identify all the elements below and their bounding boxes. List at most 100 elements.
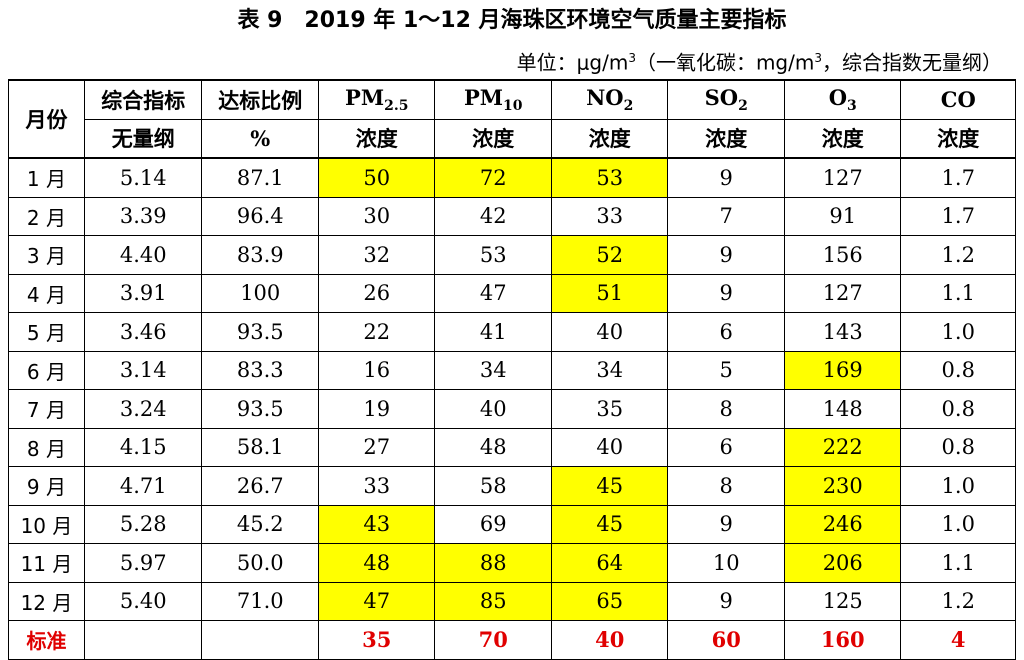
cell-index: 5.97 bbox=[83, 543, 203, 583]
cell-no2: 65 bbox=[550, 581, 669, 621]
table-title: 表 9 2019 年 1～12 月海珠区环境空气质量主要指标 bbox=[237, 8, 787, 33]
cell-ratio: 93.5 bbox=[201, 389, 319, 429]
header-so2-base: SO bbox=[704, 85, 739, 111]
cell-index: 4.71 bbox=[83, 466, 203, 506]
cell-co: 1.1 bbox=[900, 543, 1016, 583]
header-month: 月份 bbox=[8, 79, 85, 159]
cell-index: 3.24 bbox=[83, 389, 203, 429]
cell-no2: 51 bbox=[550, 273, 669, 313]
header-pm10: PM10 bbox=[434, 79, 552, 120]
cell-ratio: 58.1 bbox=[201, 427, 319, 467]
cell-pm25: 33 bbox=[317, 466, 436, 506]
cell-pm25: 48 bbox=[317, 543, 436, 583]
cell-pm10: 88 bbox=[434, 543, 552, 583]
cell-pm25: 27 bbox=[317, 427, 436, 467]
cell-index: 3.14 bbox=[83, 350, 203, 390]
cell-co: 1.0 bbox=[900, 504, 1016, 544]
cell-no2: 35 bbox=[550, 389, 669, 429]
cell-month: 12 月 bbox=[8, 581, 85, 621]
table-row: 11 月 5.97 50.0 48 88 64 10 206 1.1 bbox=[8, 543, 1016, 583]
cell-so2: 9 bbox=[667, 157, 785, 198]
cell-month: 1 月 bbox=[8, 157, 85, 198]
cell-so2: 8 bbox=[667, 389, 785, 429]
table-row: 7 月 3.24 93.5 19 40 35 8 148 0.8 bbox=[8, 389, 1016, 429]
cell-no2: 64 bbox=[550, 543, 669, 583]
cell-pm10: 85 bbox=[434, 581, 552, 621]
cell-so2: 9 bbox=[667, 504, 785, 544]
cell-pm10: 34 bbox=[434, 350, 552, 390]
cell-so2: 10 bbox=[667, 543, 785, 583]
cell-co: 1.0 bbox=[900, 466, 1016, 506]
cell-month: 2 月 bbox=[8, 196, 85, 236]
cell-pm25: 50 bbox=[317, 157, 436, 198]
cell-pm10: 47 bbox=[434, 273, 552, 313]
cell-o3: 148 bbox=[783, 389, 902, 429]
cell-co: 1.2 bbox=[900, 235, 1016, 275]
unit-sup-2: 3 bbox=[814, 51, 822, 65]
cell-pm25: 47 bbox=[317, 581, 436, 621]
cell-pm10: 72 bbox=[434, 157, 552, 198]
header-pm10-base: PM bbox=[463, 85, 504, 111]
cell-co: 1.7 bbox=[900, 157, 1016, 198]
header-co: CO bbox=[900, 79, 1016, 120]
table-row: 5 月 3.46 93.5 22 41 40 6 143 1.0 bbox=[8, 312, 1016, 352]
cell-so2: 9 bbox=[667, 235, 785, 275]
cell-ratio: 71.0 bbox=[201, 581, 319, 621]
cell-pm25: 22 bbox=[317, 312, 436, 352]
cell-index: 5.40 bbox=[83, 581, 203, 621]
cell-index: 3.39 bbox=[83, 196, 203, 236]
cell-co: 0.8 bbox=[900, 427, 1016, 467]
cell-ratio: 26.7 bbox=[201, 466, 319, 506]
cell-ratio: 83.9 bbox=[201, 235, 319, 275]
cell-index: 4.40 bbox=[83, 235, 203, 275]
cell-no2: 34 bbox=[550, 350, 669, 390]
cell-so2: 8 bbox=[667, 466, 785, 506]
header-so2-conc: 浓度 bbox=[667, 118, 785, 159]
header-pm25-sub: 2.5 bbox=[384, 98, 409, 115]
cell-standard-so2: 60 bbox=[667, 620, 785, 660]
cell-index: 3.91 bbox=[83, 273, 203, 313]
cell-no2: 45 bbox=[550, 504, 669, 544]
cell-pm10: 69 bbox=[434, 504, 552, 544]
cell-o3: 169 bbox=[783, 350, 902, 390]
cell-pm10: 41 bbox=[434, 312, 552, 352]
unit-suffix: ，综合指数无量纲） bbox=[822, 50, 1002, 75]
header-o3-conc: 浓度 bbox=[783, 118, 902, 159]
cell-standard-ratio bbox=[201, 620, 319, 660]
cell-o3: 206 bbox=[783, 543, 902, 583]
table-row: 3 月 4.40 83.9 32 53 52 9 156 1.2 bbox=[8, 235, 1016, 275]
header-no2-base: NO bbox=[586, 85, 624, 111]
cell-o3: 156 bbox=[783, 235, 902, 275]
cell-co: 0.8 bbox=[900, 389, 1016, 429]
cell-month: 5 月 bbox=[8, 312, 85, 352]
cell-o3: 91 bbox=[783, 196, 902, 236]
header-row-2: 无量纲 % 浓度 浓度 浓度 浓度 浓度 浓度 bbox=[9, 118, 1016, 159]
cell-pm25: 32 bbox=[317, 235, 436, 275]
header-co-conc: 浓度 bbox=[900, 118, 1016, 159]
cell-no2: 40 bbox=[550, 427, 669, 467]
cell-no2: 40 bbox=[550, 312, 669, 352]
cell-o3: 246 bbox=[783, 504, 902, 544]
cell-month: 6 月 bbox=[8, 350, 85, 390]
cell-no2: 52 bbox=[550, 235, 669, 275]
unit-sup-1: 3 bbox=[628, 51, 636, 65]
cell-pm25: 43 bbox=[317, 504, 436, 544]
header-row-1: 月份 综合指标 达标比例 PM2.5 PM10 NO2 SO2 O3 CO bbox=[8, 79, 1016, 159]
cell-pm25: 16 bbox=[317, 350, 436, 390]
cell-month: 10 月 bbox=[8, 504, 85, 544]
cell-ratio: 83.3 bbox=[201, 350, 319, 390]
unit-middle: （一氧化碳：mg/m bbox=[635, 50, 815, 75]
cell-month: 4 月 bbox=[8, 273, 85, 313]
cell-standard-pm25: 35 bbox=[317, 620, 436, 660]
cell-month: 9 月 bbox=[8, 466, 85, 506]
cell-pm25: 19 bbox=[317, 389, 436, 429]
cell-pm25: 26 bbox=[317, 273, 436, 313]
cell-ratio: 45.2 bbox=[201, 504, 319, 544]
cell-standard-o3: 160 bbox=[783, 620, 902, 660]
table-row: 12 月 5.40 71.0 47 85 65 9 125 1.2 bbox=[8, 581, 1016, 621]
cell-so2: 9 bbox=[667, 581, 785, 621]
cell-o3: 143 bbox=[783, 312, 902, 352]
header-pm25: PM2.5 bbox=[317, 79, 436, 120]
unit-prefix: 单位：μg/m bbox=[516, 50, 629, 75]
cell-pm25: 30 bbox=[317, 196, 436, 236]
